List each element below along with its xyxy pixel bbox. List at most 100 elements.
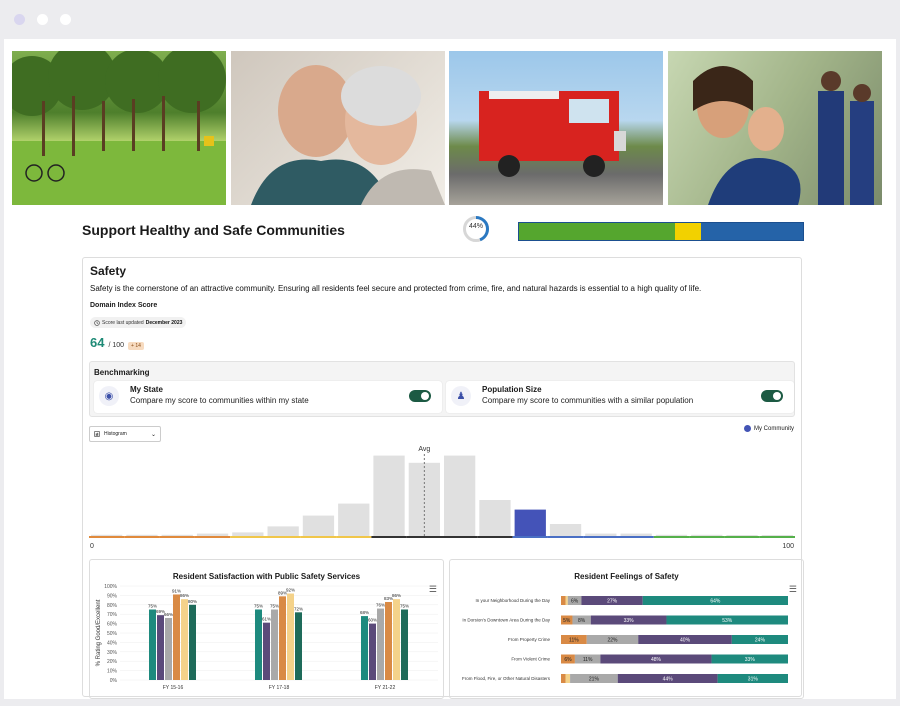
y-tick-label: 40% bbox=[107, 640, 118, 646]
window-dot[interactable] bbox=[60, 14, 71, 25]
range-segment bbox=[442, 536, 478, 538]
data-label: 68% bbox=[360, 610, 369, 615]
data-label: 91% bbox=[172, 588, 181, 593]
satisfaction-bar bbox=[401, 609, 408, 680]
satisfaction-bar bbox=[377, 608, 384, 680]
histogram-bar bbox=[444, 455, 476, 536]
score-change-badge: + 14 bbox=[128, 342, 144, 350]
y-tick-label: 60% bbox=[107, 622, 118, 628]
y-tick-label: 70% bbox=[107, 612, 118, 618]
family-volunteers-photo bbox=[668, 51, 882, 205]
satisfaction-bar bbox=[385, 601, 392, 680]
satisfaction-bar bbox=[149, 609, 156, 680]
stacked-segment bbox=[561, 635, 587, 644]
range-segment bbox=[124, 536, 160, 538]
updated-badge: Score last updated December 2023 bbox=[90, 317, 187, 328]
satisfaction-bar bbox=[263, 622, 270, 680]
segment-label: 48% bbox=[651, 657, 662, 663]
histogram-bar bbox=[691, 534, 723, 536]
benchmark-option-state[interactable]: ◉ My State Compare my score to communiti… bbox=[94, 381, 442, 413]
x-tick-label: FY 17-18 bbox=[269, 685, 290, 691]
histogram-bar bbox=[726, 535, 758, 536]
satisfaction-bar bbox=[393, 599, 400, 680]
histogram-bar bbox=[126, 534, 158, 536]
x-tick-label: FY 21-22 bbox=[375, 685, 396, 691]
globe-icon: ◉ bbox=[99, 386, 119, 406]
segment-label: 5% bbox=[563, 618, 571, 624]
histogram-bar bbox=[373, 455, 405, 536]
range-segment bbox=[159, 536, 195, 538]
satisfaction-bar bbox=[157, 615, 164, 680]
stacked-segment bbox=[565, 674, 571, 683]
satisfaction-bar bbox=[287, 593, 294, 680]
avg-label: Avg bbox=[418, 446, 430, 453]
chart-type-select[interactable]: Histogram ⌄ bbox=[89, 426, 161, 442]
row-label: From Flood, Fire, or Other Natural Disas… bbox=[462, 676, 551, 681]
histogram-chart: Avg 0 100 bbox=[89, 446, 795, 550]
menu-icon[interactable]: ☰ bbox=[428, 584, 437, 594]
histogram-bar bbox=[761, 535, 793, 536]
y-tick-label: 90% bbox=[107, 593, 118, 599]
menu-icon[interactable]: ☰ bbox=[788, 584, 797, 594]
chart-title: Resident Satisfaction with Public Safety… bbox=[172, 572, 361, 581]
satisfaction-bar bbox=[369, 623, 376, 680]
stacked-segment bbox=[590, 615, 667, 625]
data-label: 60% bbox=[368, 618, 377, 623]
window-controls bbox=[14, 14, 71, 25]
data-label: 86% bbox=[180, 593, 189, 598]
range-segment bbox=[336, 536, 372, 538]
stacked-segment bbox=[561, 596, 566, 605]
satisfaction-bar bbox=[295, 612, 302, 680]
people-icon: ♟ bbox=[451, 386, 471, 406]
segment-label: 6% bbox=[571, 598, 579, 604]
clock-icon bbox=[94, 319, 100, 326]
data-label: 76% bbox=[376, 603, 385, 608]
y-tick-label: 30% bbox=[107, 650, 118, 656]
range-segment bbox=[89, 536, 125, 538]
legend-swatch bbox=[743, 425, 751, 432]
chart-icon bbox=[94, 431, 100, 437]
histogram-bar bbox=[479, 500, 511, 536]
satisfaction-bar bbox=[255, 609, 262, 680]
benchmark-option-population[interactable]: ♟ Population Size Compare my score to co… bbox=[446, 381, 794, 413]
feelings-chart-panel: In your Neighborhood During the Day 6% 27%… bbox=[449, 559, 804, 699]
data-label: 61% bbox=[262, 617, 271, 622]
histogram-bar bbox=[196, 533, 229, 536]
benchmarking-title: Benchmarking bbox=[94, 368, 150, 377]
fire-truck-photo bbox=[449, 51, 663, 205]
stacked-segment bbox=[731, 635, 788, 644]
population-toggle[interactable] bbox=[761, 390, 783, 402]
segment-label: 22% bbox=[607, 637, 618, 643]
data-label: 80% bbox=[188, 599, 197, 604]
segment-label: 8% bbox=[578, 618, 586, 624]
overall-bar-segment bbox=[700, 223, 803, 240]
data-label: 75% bbox=[270, 604, 279, 609]
stacked-segment bbox=[574, 654, 601, 664]
window-dot[interactable] bbox=[14, 14, 25, 25]
range-segment bbox=[265, 536, 301, 538]
row-label: From Violent Crime bbox=[511, 657, 550, 662]
histogram-bar bbox=[267, 526, 299, 536]
updated-prefix: Score last updated bbox=[102, 319, 144, 326]
range-segment bbox=[406, 536, 442, 538]
select-label: Histogram bbox=[104, 431, 127, 437]
range-segment bbox=[724, 536, 760, 538]
stacked-segment bbox=[617, 674, 718, 683]
data-label: 72% bbox=[294, 606, 303, 611]
segment-label: 21% bbox=[589, 676, 600, 682]
data-label: 69% bbox=[156, 609, 165, 614]
window-dot[interactable] bbox=[37, 14, 48, 25]
overall-score-bar bbox=[518, 222, 804, 241]
satisfaction-bar bbox=[173, 594, 180, 680]
histogram-bar bbox=[620, 533, 652, 536]
domain-index-label: Domain Index Score bbox=[90, 302, 158, 309]
row-label: From Property Crime bbox=[508, 637, 551, 642]
histogram-bar bbox=[549, 524, 582, 536]
domain-score: 64 / 100 + 14 bbox=[90, 335, 144, 350]
overall-bar-segment bbox=[519, 223, 676, 240]
page-content: Support Healthy and Safe Communities 44%… bbox=[4, 39, 896, 699]
senior-couple-photo bbox=[231, 51, 445, 205]
state-toggle[interactable] bbox=[409, 390, 431, 402]
stacked-segment bbox=[561, 674, 566, 683]
